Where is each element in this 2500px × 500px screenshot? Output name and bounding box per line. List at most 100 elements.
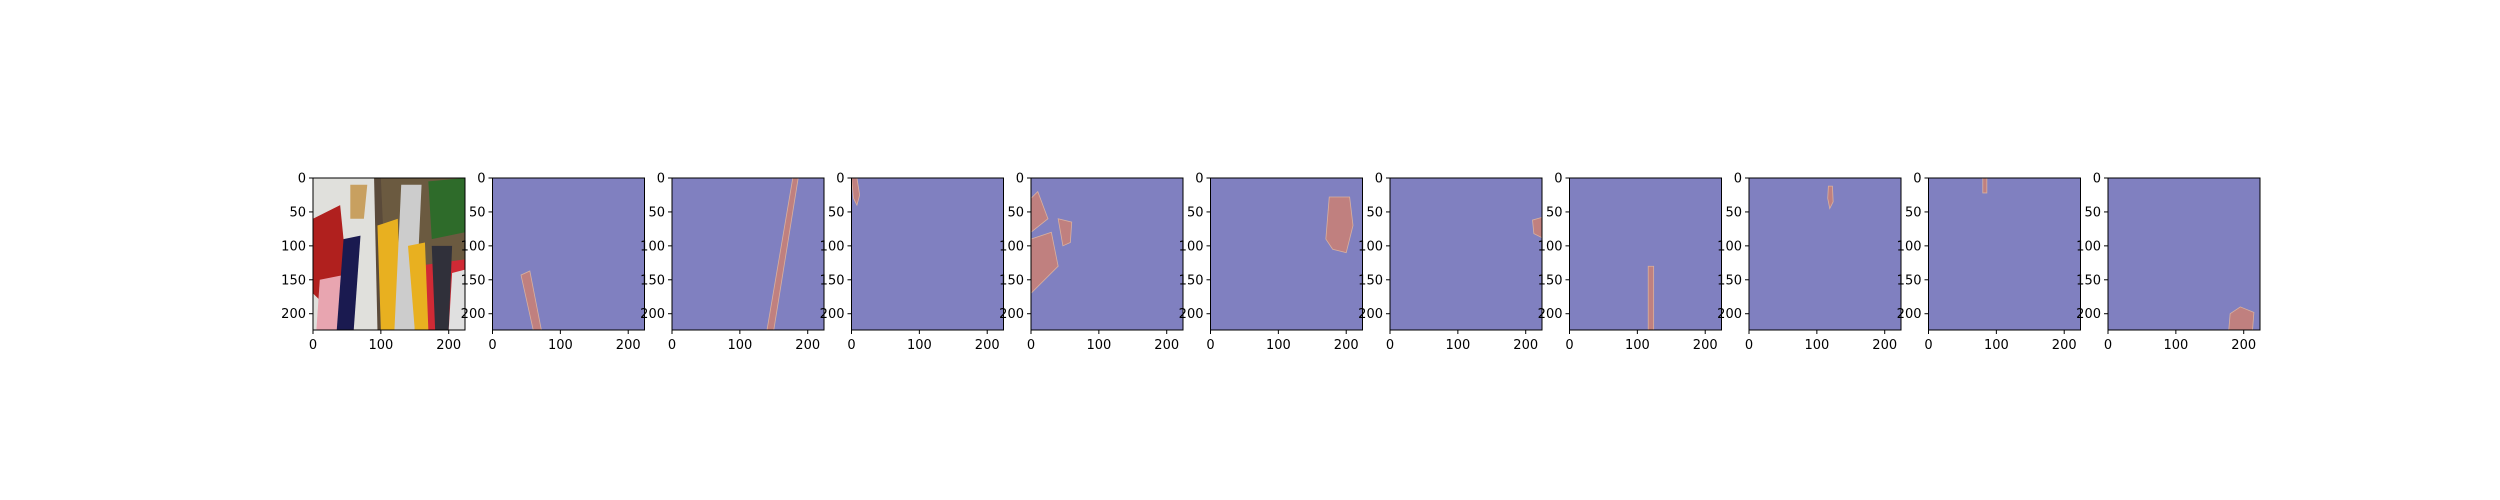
panel-frame (1928, 177, 2081, 331)
x-tick-label: 100 (2163, 338, 2188, 353)
y-tick-label: 50 (1546, 205, 1563, 220)
panel-4: 0 100 200 0 50 100 150 200 (820, 172, 1004, 353)
panel-frame (2107, 177, 2261, 331)
mask-region (1031, 231, 1059, 294)
panel-7: 0 100 200 0 50 100 150 200 (1358, 172, 1543, 353)
mask-background (1031, 178, 1183, 330)
x-tick-label: 100 (907, 338, 932, 353)
mask-background (492, 178, 645, 330)
x-tick-label: 100 (1266, 338, 1291, 353)
x-tick-label: 100 (368, 338, 393, 353)
y-tick-label: 100 (1179, 239, 1204, 254)
y-tick-label: 0 (477, 172, 485, 187)
y-tick-label: 0 (1734, 172, 1742, 187)
panel-5: 0 100 200 0 50 100 150 200 (999, 172, 1184, 353)
x-tick-label: 200 (2231, 338, 2256, 353)
mask-image (1749, 178, 1901, 330)
y-tick-label: 200 (820, 307, 845, 322)
y-tick-label: 150 (1717, 273, 1742, 288)
panel-6: 0 100 200 0 50 100 150 200 (1179, 172, 1363, 353)
panel-frame (671, 177, 825, 331)
y-tick-label: 50 (469, 205, 486, 220)
x-tick-label: 200 (1872, 338, 1897, 353)
mask-image (1210, 178, 1363, 330)
y-tick-label: 200 (1897, 307, 1922, 322)
panel-2: 0 100 200 0 50 100 150 200 (461, 172, 645, 353)
mask-region (851, 178, 861, 207)
panel-9: 0 100 200 0 50 100 150 200 (1717, 172, 1902, 353)
x-tick-label: 0 (668, 338, 676, 353)
mask-region (1325, 196, 1354, 254)
y-tick-label: 100 (461, 239, 486, 254)
y-tick-label: 50 (2084, 205, 2101, 220)
panel-frame (1210, 177, 1363, 331)
x-tick-label: 200 (1693, 338, 1718, 353)
mask-background (851, 178, 1004, 330)
mask-image (1928, 178, 2081, 330)
y-tick-label: 150 (461, 273, 486, 288)
x-tick-label: 0 (309, 338, 317, 353)
y-tick-label: 0 (836, 172, 844, 187)
mask-region (1031, 190, 1049, 233)
x-tick-label: 0 (1924, 338, 1932, 353)
panel-10: 0 100 200 0 50 100 150 200 (1897, 172, 2081, 353)
x-tick-label: 100 (1625, 338, 1650, 353)
y-tick-label: 200 (1538, 307, 1563, 322)
y-tick-label: 50 (1007, 205, 1024, 220)
mask-background (1928, 178, 2081, 330)
x-tick-label: 200 (616, 338, 641, 353)
y-tick-label: 0 (298, 172, 306, 187)
photo-region (448, 269, 465, 330)
y-tick-label: 100 (640, 239, 665, 254)
mask-region (1827, 185, 1834, 210)
panel-11: 0 100 200 0 50 100 150 200 (2076, 172, 2261, 353)
y-tick-label: 50 (828, 205, 845, 220)
x-tick-label: 100 (1086, 338, 1111, 353)
mask-region (1647, 265, 1655, 330)
mask-background (1390, 178, 1542, 330)
x-tick-label: 100 (727, 338, 752, 353)
mask-image (492, 178, 645, 330)
y-tick-label: 150 (999, 273, 1024, 288)
x-tick-label: 100 (548, 338, 573, 353)
x-tick-label: 100 (1804, 338, 1829, 353)
y-tick-label: 150 (640, 273, 665, 288)
y-tick-label: 0 (1016, 172, 1024, 187)
y-tick-label: 0 (657, 172, 665, 187)
mask-region (1532, 216, 1542, 239)
panel-frame (1569, 177, 1722, 331)
mask-image (1031, 178, 1183, 330)
photo-region (350, 184, 368, 219)
x-tick-label: 200 (975, 338, 1000, 353)
mask-region (1982, 178, 1988, 194)
y-tick-label: 0 (1195, 172, 1203, 187)
x-tick-label: 0 (847, 338, 855, 353)
y-tick-label: 150 (1538, 273, 1563, 288)
x-tick-label: 200 (2052, 338, 2077, 353)
y-tick-label: 150 (281, 273, 306, 288)
y-tick-label: 50 (648, 205, 665, 220)
y-tick-label: 200 (461, 307, 486, 322)
y-tick-label: 150 (2076, 273, 2101, 288)
panel-frame (1389, 177, 1543, 331)
x-tick-label: 200 (1513, 338, 1538, 353)
y-tick-label: 150 (1358, 273, 1383, 288)
x-tick-label: 0 (1206, 338, 1214, 353)
photo-image (313, 178, 465, 330)
mask-image (1569, 178, 1722, 330)
mask-image (1390, 178, 1542, 330)
x-tick-label: 200 (1154, 338, 1179, 353)
y-tick-label: 0 (1913, 172, 1921, 187)
x-tick-label: 0 (1745, 338, 1753, 353)
y-tick-label: 50 (1905, 205, 1922, 220)
photo-region (431, 245, 453, 330)
mask-image (851, 178, 1004, 330)
y-tick-label: 50 (1187, 205, 1204, 220)
y-tick-label: 100 (1358, 239, 1383, 254)
mask-background (672, 178, 824, 330)
y-tick-label: 100 (999, 239, 1024, 254)
y-tick-label: 0 (2093, 172, 2101, 187)
photo-region (336, 235, 361, 330)
y-tick-label: 150 (1179, 273, 1204, 288)
panel-frame (1748, 177, 1902, 331)
